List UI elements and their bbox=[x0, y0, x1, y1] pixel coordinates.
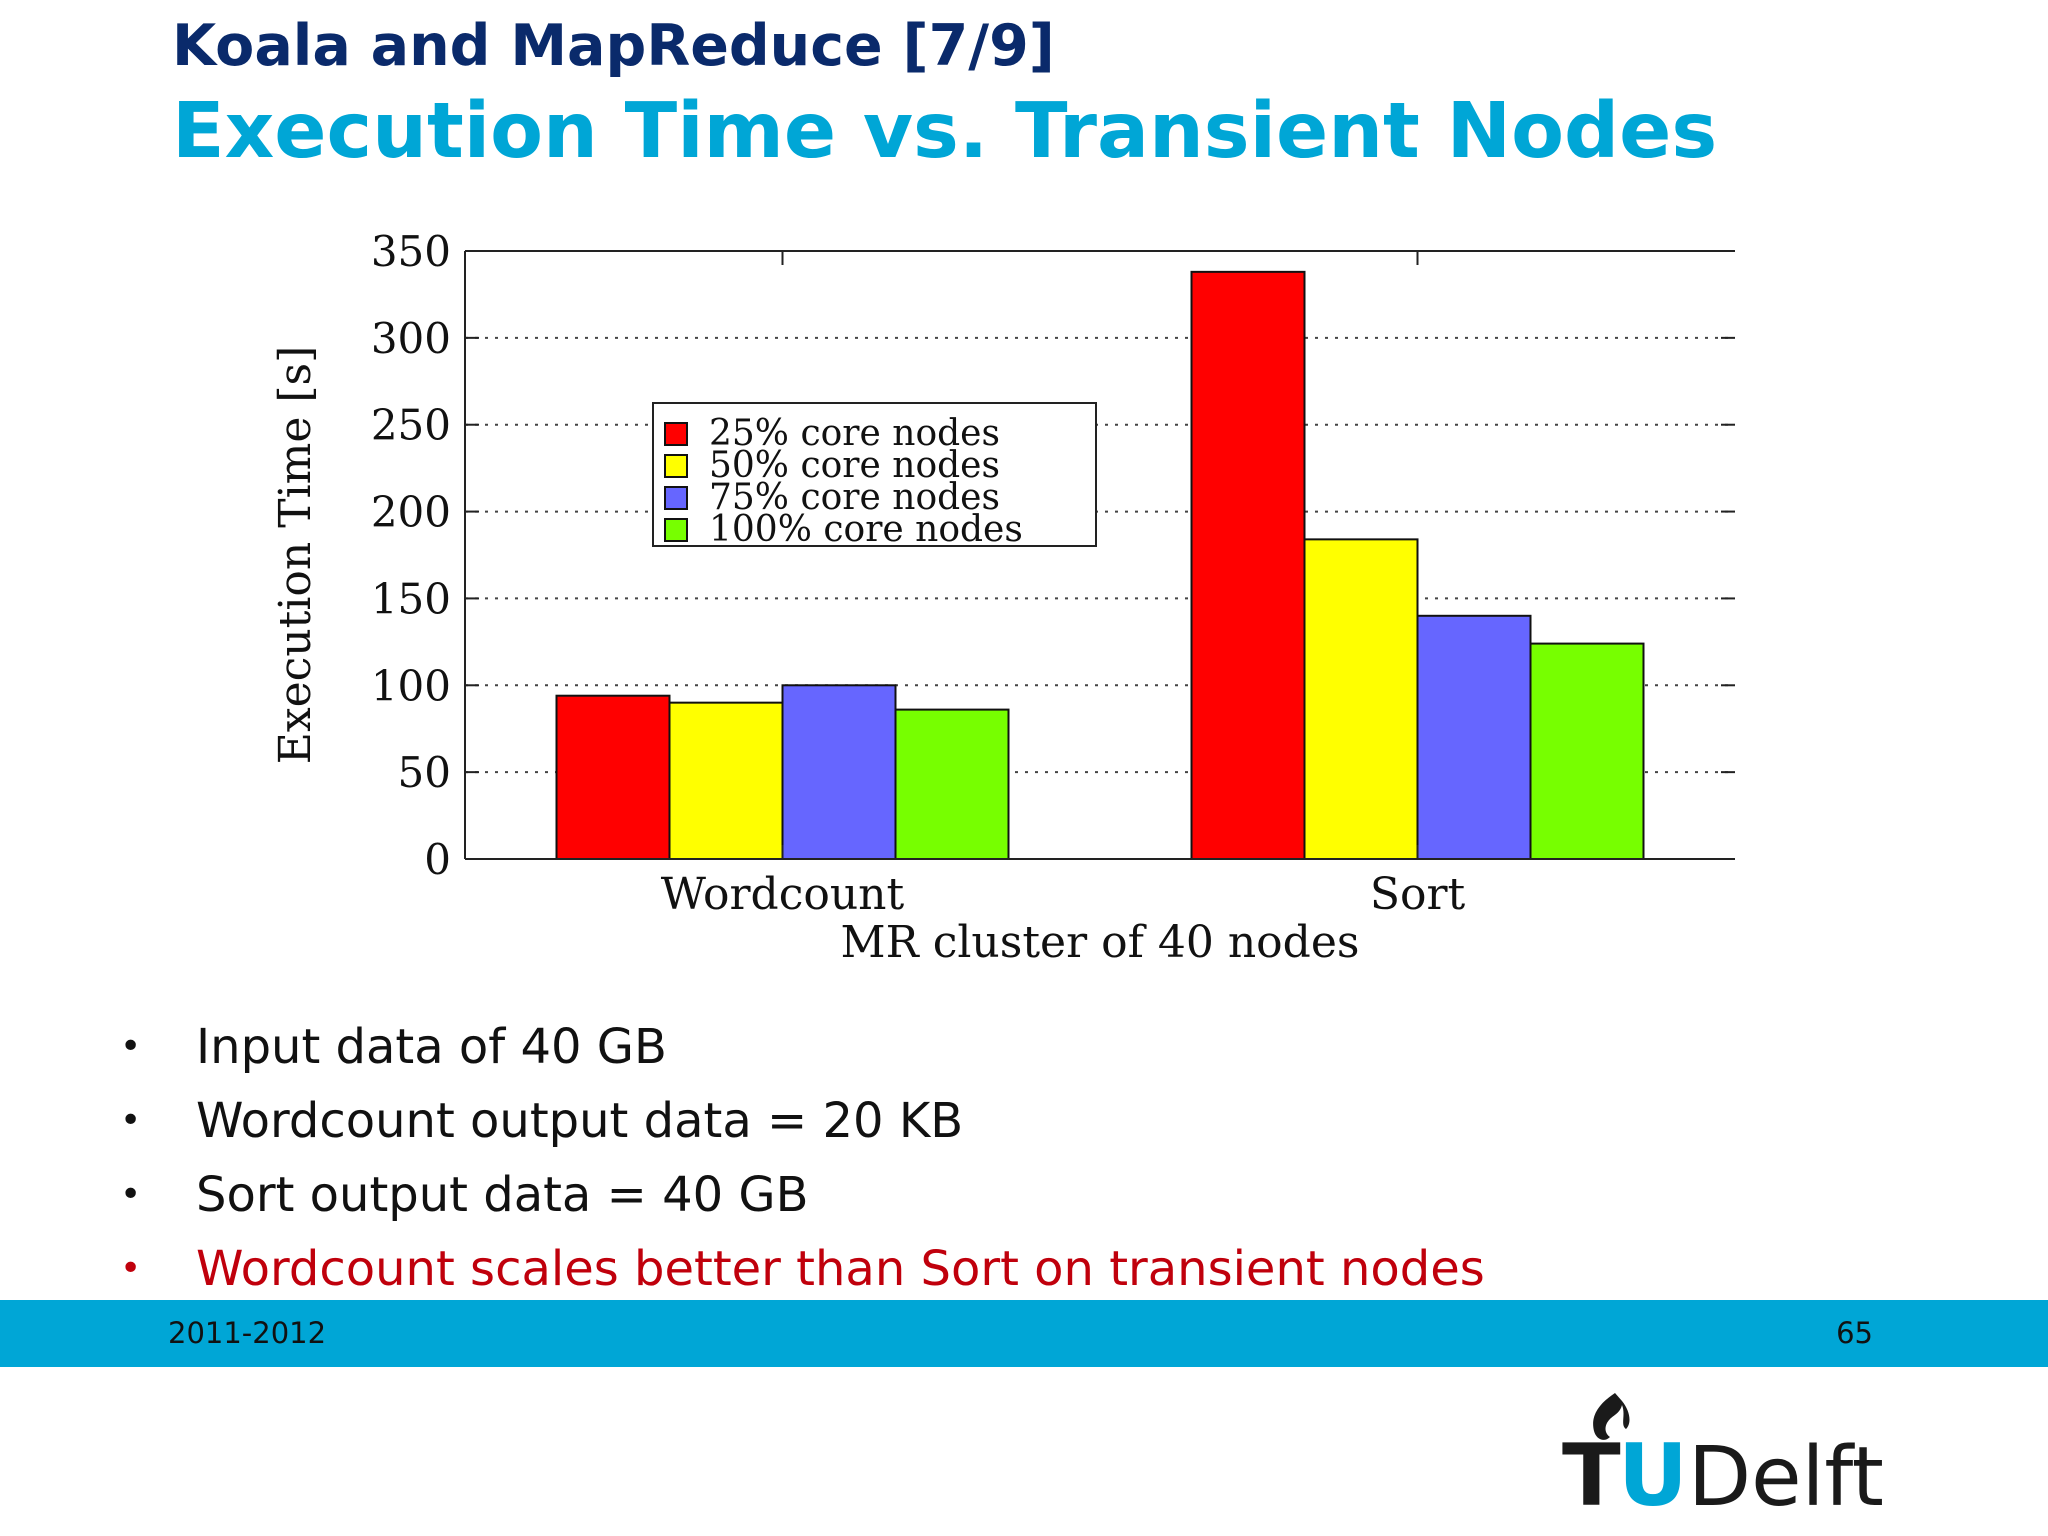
bullet-text: Sort output data = 40 GB bbox=[196, 1167, 809, 1223]
legend-label: 100% core nodes bbox=[709, 509, 1023, 550]
bars bbox=[555, 270, 1645, 861]
y-tick-label: 200 bbox=[371, 488, 451, 537]
bullet-item: • Input data of 40 GB bbox=[112, 1010, 1485, 1084]
y-tick-label: 50 bbox=[398, 748, 451, 797]
legend-label: 75% core nodes bbox=[709, 477, 1000, 518]
logo-letter-u: U bbox=[1618, 1426, 1688, 1515]
bar bbox=[555, 694, 671, 860]
slide-kicker: Koala and MapReduce [7/9] bbox=[172, 13, 1055, 79]
y-tick-label: 300 bbox=[371, 314, 451, 363]
legend-swatch bbox=[664, 422, 688, 446]
bar-chart: 0 50 100 150 200 250 300 350 Wordcount Sort Execu… bbox=[270, 227, 1735, 968]
bullet-item-highlight: • Wordcount scales better than Sort on tr… bbox=[112, 1232, 1485, 1306]
bullet-marker: • bbox=[120, 1174, 142, 1215]
bullet-list: • Input data of 40 GB • Wordcount output d… bbox=[112, 1010, 1485, 1306]
legend-label: 50% core nodes bbox=[709, 445, 1000, 486]
y-tick-label: 350 bbox=[371, 227, 451, 276]
x-tick-label: Sort bbox=[1370, 869, 1466, 920]
y-tick-label: 0 bbox=[424, 835, 451, 884]
bullet-item: • Sort output data = 40 GB bbox=[112, 1158, 1485, 1232]
tudelft-logo: T U Delft bbox=[1562, 1393, 1884, 1515]
bar bbox=[894, 708, 1010, 860]
y-axis-label: Execution Time [s] bbox=[270, 346, 321, 765]
legend-swatch bbox=[664, 518, 688, 542]
bullet-marker: • bbox=[120, 1026, 142, 1067]
bar bbox=[1529, 642, 1645, 861]
flame-icon bbox=[1593, 1393, 1630, 1440]
bullet-marker: • bbox=[120, 1100, 142, 1141]
y-tick-label: 250 bbox=[371, 401, 451, 450]
legend-swatch bbox=[664, 454, 688, 478]
bar bbox=[668, 701, 784, 860]
x-axis-label: MR cluster of 40 nodes bbox=[841, 917, 1360, 968]
bar bbox=[1416, 614, 1532, 860]
bar bbox=[781, 684, 897, 860]
page-number: 65 bbox=[1836, 1316, 1873, 1350]
bullet-marker: • bbox=[120, 1248, 142, 1289]
legend-swatch bbox=[664, 486, 688, 510]
footer-year: 2011-2012 bbox=[168, 1316, 327, 1350]
logo-wordmark: Delft bbox=[1688, 1430, 1884, 1515]
footer-bar: 2011-2012 65 bbox=[0, 1300, 2048, 1367]
y-tick-label: 150 bbox=[371, 574, 451, 623]
logo-letter-t: T bbox=[1562, 1426, 1621, 1515]
bullet-text: Wordcount output data = 20 KB bbox=[196, 1093, 964, 1149]
legend-box bbox=[652, 402, 1097, 547]
bullet-text: Wordcount scales better than Sort on tra… bbox=[196, 1241, 1485, 1297]
slide-title: Execution Time vs. Transient Nodes bbox=[172, 87, 1718, 176]
legend-label: 25% core nodes bbox=[709, 413, 1000, 454]
bullet-text: Input data of 40 GB bbox=[196, 1019, 667, 1075]
y-tick-label: 100 bbox=[371, 661, 451, 710]
bullet-item: • Wordcount output data = 20 KB bbox=[112, 1084, 1485, 1158]
x-tick-label: Wordcount bbox=[661, 869, 905, 920]
bar bbox=[1190, 270, 1306, 861]
bar bbox=[1303, 538, 1419, 860]
axes: 0 50 100 150 200 250 300 350 Wordcount Sort bbox=[371, 227, 1735, 920]
